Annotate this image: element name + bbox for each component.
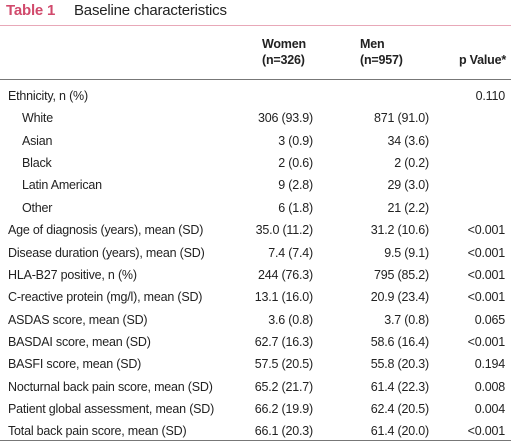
women-cell: 9 (2.8) [278, 178, 313, 193]
p-cell: 0.008 [474, 379, 505, 394]
women-cell: 62.7 (16.3) [254, 334, 313, 349]
women-cell: 66.1 (20.3) [254, 424, 313, 439]
table-label: Table 1 [6, 2, 56, 19]
header-women: Women [262, 37, 306, 51]
women-cell: 2 (0.6) [278, 156, 313, 171]
men-cell: 3.7 (0.8) [384, 312, 429, 327]
row-label: BASDAI score, mean (SD) [8, 334, 151, 349]
header-men: Men [360, 37, 385, 51]
women-cell: 13.1 (16.0) [254, 290, 313, 305]
p-cell: 0.004 [474, 401, 505, 416]
row-label: ASDAS score, mean (SD) [8, 312, 148, 327]
sub-row-label: Asian [22, 133, 53, 148]
sub-row-label: Other [22, 200, 53, 215]
row-label: C-reactive protein (mg/l), mean (SD) [8, 290, 203, 305]
women-cell: 57.5 (20.5) [254, 357, 313, 372]
men-cell: 9.5 (9.1) [384, 245, 429, 260]
women-cell: 7.4 (7.4) [268, 245, 313, 260]
men-cell: 61.4 (22.3) [370, 379, 429, 394]
p-cell: <0.001 [467, 290, 506, 305]
row-label: Nocturnal back pain score, mean (SD) [8, 379, 213, 394]
row-label: BASFI score, mean (SD) [8, 357, 142, 372]
row-label: Disease duration (years), mean (SD) [8, 245, 205, 260]
women-cell: 35.0 (11.2) [255, 223, 314, 238]
men-cell: 31.2 (10.6) [370, 223, 429, 238]
men-cell: 61.4 (20.0) [370, 424, 429, 439]
men-cell: 58.6 (16.4) [370, 334, 429, 349]
header-men-n: (n=957) [360, 53, 403, 67]
header-p: p Value* [458, 53, 506, 67]
women-cell: 3 (0.9) [278, 133, 313, 148]
p-cell: 0.110 [475, 89, 506, 103]
women-cell: 65.2 (21.7) [254, 379, 313, 394]
p-cell: <0.001 [467, 424, 506, 439]
table-title: Baseline characteristics [74, 2, 227, 19]
row-label: Age of diagnosis (years), mean (SD) [8, 223, 204, 238]
sub-row-label: White [22, 111, 53, 126]
rule [0, 79, 511, 80]
rule [0, 25, 511, 26]
p-cell: 0.194 [474, 357, 505, 372]
sub-row-label: Latin American [22, 178, 102, 193]
p-cell: <0.001 [467, 334, 506, 349]
men-cell: 871 (91.0) [374, 111, 429, 126]
p-cell: <0.001 [467, 267, 506, 282]
men-cell: 55.8 (20.3) [370, 357, 429, 372]
men-cell: 62.4 (20.5) [370, 401, 429, 416]
row-label: HLA-B27 positive, n (%) [8, 267, 137, 282]
p-cell: 0.065 [474, 312, 505, 327]
men-cell: 21 (2.2) [387, 200, 430, 215]
men-cell: 20.9 (23.4) [370, 290, 429, 305]
p-cell: <0.001 [467, 223, 506, 238]
row-label: Total back pain score, mean (SD) [8, 424, 187, 439]
women-cell: 66.2 (19.9) [254, 401, 313, 416]
men-cell: 795 (85.2) [374, 267, 429, 282]
women-cell: 6 (1.8) [278, 200, 313, 215]
sub-row-label: Black [22, 156, 52, 171]
header-women-n: (n=326) [262, 53, 305, 67]
men-cell: 29 (3.0) [387, 178, 430, 193]
men-cell: 34 (3.6) [387, 133, 430, 148]
women-cell: 3.6 (0.8) [268, 312, 313, 327]
p-cell: <0.001 [467, 245, 506, 260]
women-cell: 244 (76.3) [258, 267, 313, 282]
row-label: Patient global assessment, mean (SD) [8, 401, 215, 416]
women-cell: 306 (93.9) [258, 111, 313, 126]
men-cell: 2 (0.2) [394, 156, 429, 171]
row-label: Ethnicity, n (%) [8, 89, 88, 103]
